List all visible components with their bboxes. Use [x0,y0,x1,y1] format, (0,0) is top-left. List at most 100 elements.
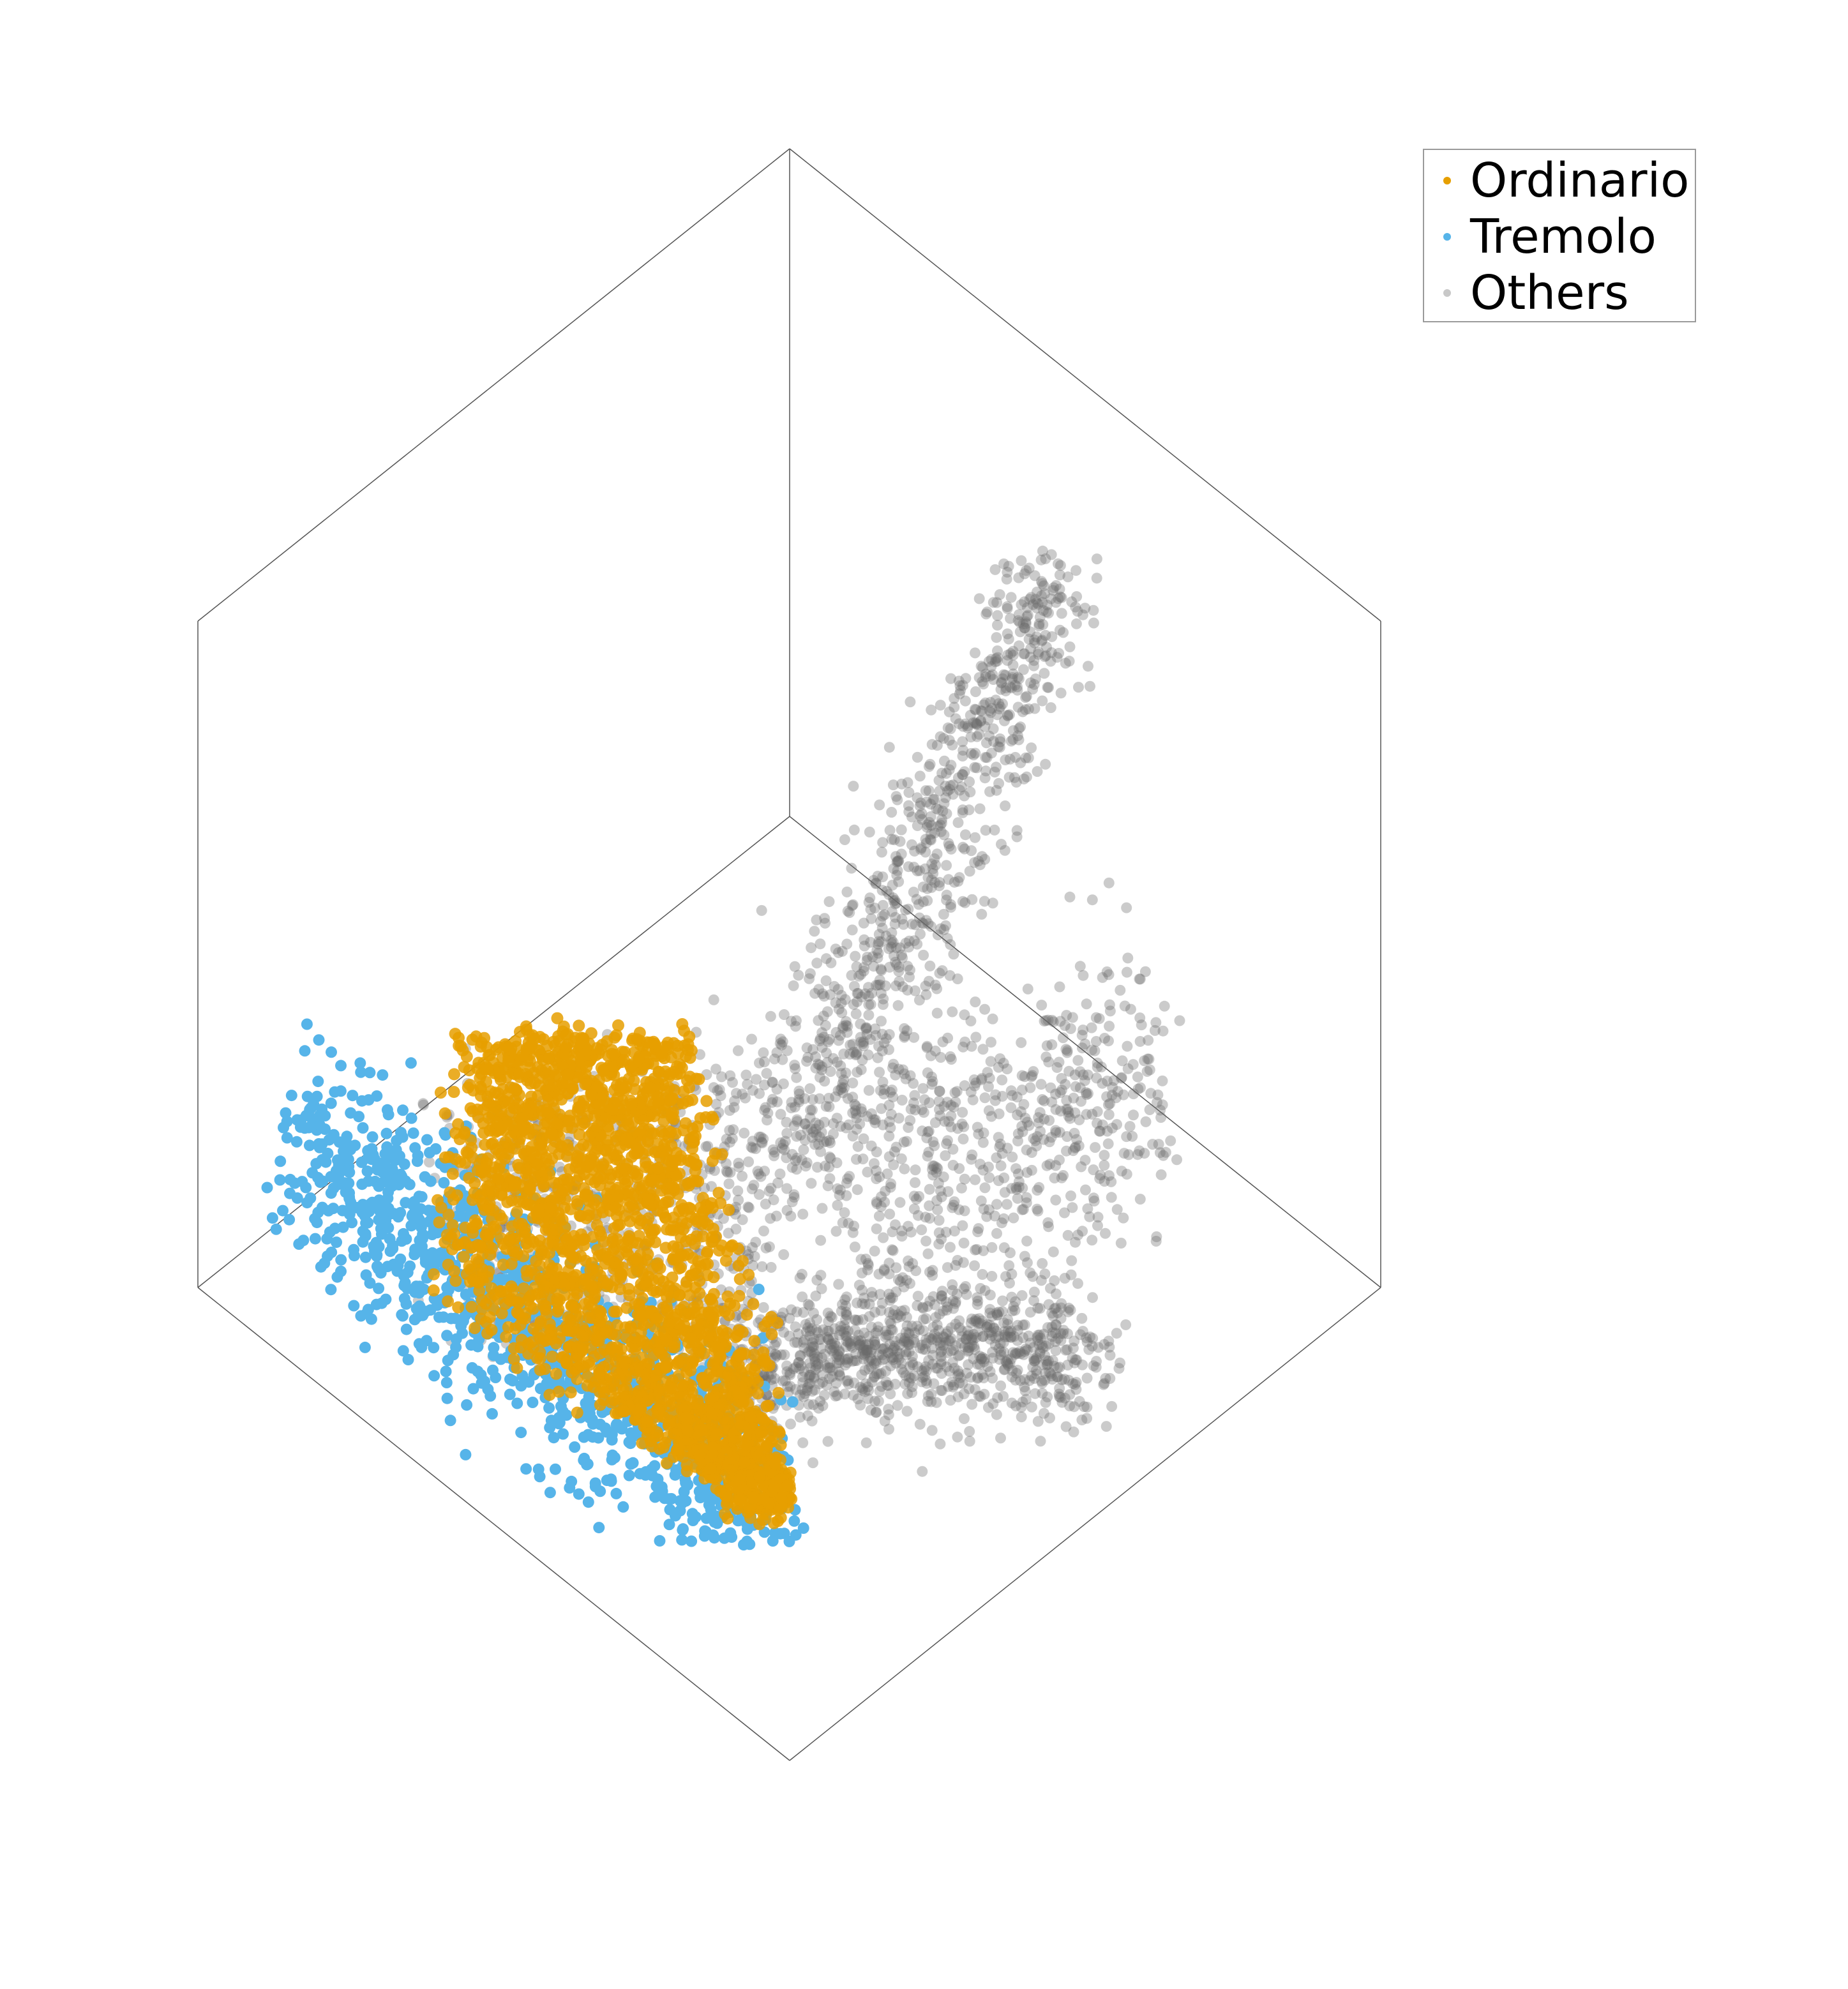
tremolo-point [718,1532,730,1544]
others-point [926,739,938,750]
tremolo-point [313,1138,325,1150]
tremolo-point [428,1342,440,1354]
others-point [1004,1327,1016,1339]
tremolo-point [348,1243,360,1256]
others-point [1012,1136,1023,1146]
others-point [974,859,986,871]
tremolo-point [582,1496,594,1508]
tremolo-point [326,1046,337,1058]
others-point [921,1042,933,1053]
others-point [1003,633,1014,645]
others-point [879,909,890,920]
others-point [910,985,921,996]
others-point [1053,558,1063,569]
others-point [914,1418,926,1430]
others-point [915,928,926,940]
others-point [991,1227,1002,1239]
others-point [912,820,923,831]
others-point [1055,1302,1067,1314]
others-point [1104,1005,1116,1017]
tremolo-point [270,1223,282,1235]
others-point [941,860,952,871]
others-point [1116,1055,1128,1067]
others-point [1010,752,1021,763]
others-point [945,901,956,913]
others-point [861,955,873,966]
others-point [885,1086,896,1098]
others-point [877,1119,889,1130]
others-point [993,703,1005,715]
others-point [1081,1413,1092,1424]
others-point [860,1378,871,1390]
others-point [942,933,953,944]
others-point [1017,1126,1028,1137]
others-point [848,824,860,836]
others-point [769,1150,779,1162]
others-point [1155,1169,1167,1180]
others-point [760,1242,772,1254]
others-point [969,1344,980,1355]
others-point [878,1037,890,1049]
others-point [1079,1039,1091,1049]
others-point [1016,1070,1028,1081]
tremolo-point [342,1153,354,1166]
others-point [958,1237,970,1249]
tremolo-point [550,1463,561,1475]
others-point [949,1087,961,1099]
others-point [887,1309,899,1321]
others-point [1097,972,1108,983]
others-point [1005,1325,1017,1337]
tremolo-point [356,1206,368,1219]
others-point [960,673,972,684]
others-point [1007,659,1019,671]
others-point [1056,1073,1067,1084]
tremolo-point [357,1122,369,1134]
others-point [892,1400,903,1411]
tremolo-point [313,1034,325,1046]
tremolo-point [623,1469,635,1482]
tremolo-point [409,1142,421,1154]
others-point [828,1342,839,1353]
others-point [883,1409,894,1420]
others-point [903,1336,914,1347]
others-point [1002,1314,1014,1326]
others-point [777,1375,788,1386]
ordinario-point [740,1309,753,1321]
others-point [1121,966,1132,978]
others-point [883,1404,894,1415]
others-point [912,1321,923,1332]
others-point [1021,602,1033,613]
others-point [1088,1164,1099,1176]
others-point [1103,1035,1114,1047]
others-point [887,1226,898,1238]
others-point [802,1052,814,1063]
others-point [1048,1246,1059,1257]
others-point [936,818,947,829]
others-point [933,1325,945,1336]
tremolo-point [345,1202,357,1214]
others-point [800,1326,812,1337]
others-point [977,1137,989,1148]
others-point [973,593,985,604]
others-point [905,696,916,708]
tremolo-point [654,1535,666,1547]
others-point [1065,1304,1076,1316]
others-point [926,1425,938,1436]
others-point [900,1370,912,1381]
others-point [1043,682,1054,693]
others-point [767,1076,778,1088]
tremolo-point [476,1377,488,1389]
others-point [924,1332,935,1344]
others-point [1087,1333,1099,1344]
tremolo-point [355,1310,367,1322]
ordinario-point [469,1322,481,1335]
others-point [991,1152,1002,1164]
tremolo-point [285,1090,297,1102]
others-point [792,1337,803,1348]
others-point [1019,1319,1030,1330]
others-point [812,1058,823,1070]
others-point [975,1283,986,1294]
others-point [924,758,936,770]
others-point [975,716,986,727]
others-point [1029,637,1040,649]
